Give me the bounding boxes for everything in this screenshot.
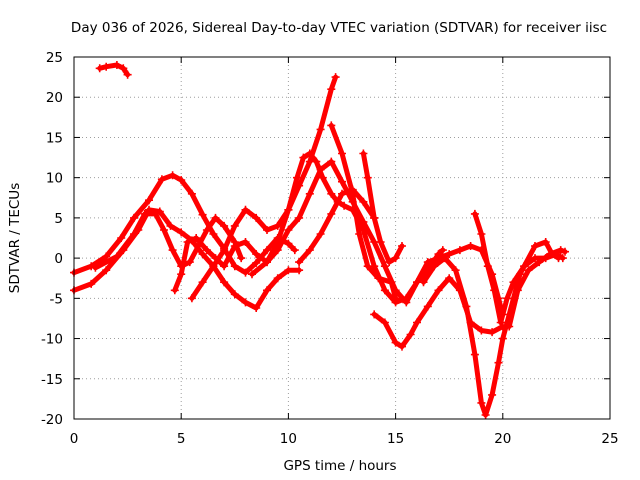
series-markers bbox=[359, 149, 406, 267]
x-tick-label: 5 bbox=[177, 431, 186, 447]
x-tick-label: 0 bbox=[70, 431, 79, 447]
grid-layer bbox=[74, 57, 610, 419]
series-line bbox=[296, 187, 377, 265]
x-tick-label: 10 bbox=[280, 431, 297, 447]
series-line bbox=[71, 172, 298, 276]
series-layer bbox=[70, 61, 569, 419]
y-tick-label: 0 bbox=[54, 251, 63, 267]
y-tick-label: 20 bbox=[46, 90, 63, 106]
x-tick-label: 15 bbox=[387, 431, 404, 447]
y-tick-label: 15 bbox=[46, 130, 63, 146]
series-trace-1 bbox=[95, 61, 132, 79]
x-axis-label: GPS time / hours bbox=[283, 458, 396, 474]
x-tick-label: 20 bbox=[494, 431, 511, 447]
series-markers bbox=[327, 121, 400, 303]
y-axis-label: SDTVAR / TECUs bbox=[7, 183, 23, 293]
y-tick-label: 25 bbox=[46, 50, 63, 66]
y-tick-label: -5 bbox=[50, 291, 63, 307]
series-trace-9 bbox=[327, 121, 400, 303]
series-trace-14 bbox=[505, 246, 569, 331]
y-tick-label: 10 bbox=[46, 171, 63, 187]
series-markers bbox=[95, 61, 132, 79]
y-tick-label: 5 bbox=[54, 211, 63, 227]
series-trace-6 bbox=[187, 73, 340, 303]
series-markers bbox=[187, 73, 340, 303]
y-tick-label: -15 bbox=[41, 372, 63, 388]
series-trace-10 bbox=[359, 149, 406, 267]
series-trace-12 bbox=[419, 238, 563, 419]
series-markers bbox=[505, 246, 569, 331]
series-line bbox=[172, 151, 446, 305]
y-tick-label: -10 bbox=[41, 332, 63, 348]
chart-title: Day 036 of 2026, Sidereal Day-to-day VTE… bbox=[71, 20, 607, 36]
y-tick-label: -20 bbox=[41, 412, 63, 428]
series-trace-13 bbox=[470, 209, 567, 327]
series-trace-11 bbox=[370, 274, 507, 351]
plot-frame bbox=[73, 56, 611, 420]
series-markers bbox=[470, 209, 567, 327]
tick-layer: 0 5 10 15 20 25 -20 -15 -10 -5 0 5 10 15 20 25 bbox=[41, 50, 619, 447]
x-tick-label: 25 bbox=[601, 431, 618, 447]
